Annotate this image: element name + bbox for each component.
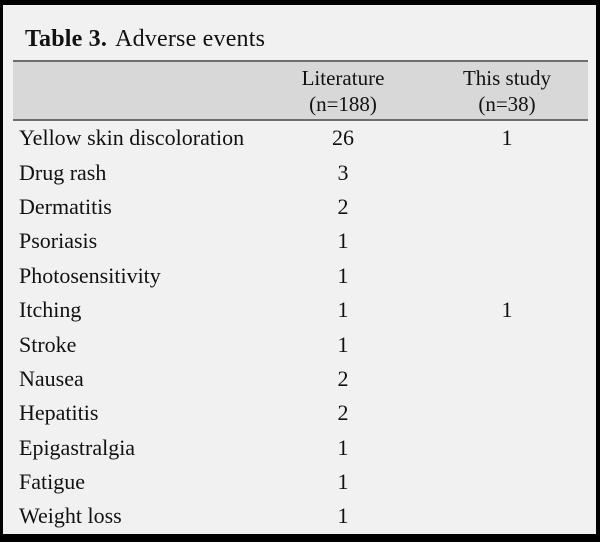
literature-count: 2 xyxy=(337,400,349,426)
event-name: Yellow skin discoloration xyxy=(19,125,245,151)
event-name: Drug rash xyxy=(19,159,107,185)
literature-count: 1 xyxy=(337,331,349,357)
this-study-count: 1 xyxy=(501,297,513,323)
table-row: Epigastralgia 1 xyxy=(13,431,588,465)
literature-count: 1 xyxy=(337,297,349,323)
event-name: Hepatitis xyxy=(19,400,99,426)
column-header-this-study: This study (n=38) xyxy=(428,65,586,117)
table-row: Fatigue 1 xyxy=(13,465,588,499)
literature-count: 1 xyxy=(337,228,349,254)
literature-count: 1 xyxy=(337,262,349,288)
literature-count: 1 xyxy=(337,434,349,460)
event-name: Stroke xyxy=(19,331,77,357)
table-row: Photosensitivity 1 xyxy=(13,259,588,293)
event-name: Fatigue xyxy=(19,469,85,495)
literature-count: 2 xyxy=(337,365,349,391)
table-row: Stroke 1 xyxy=(13,327,588,361)
table-row: Dermatitis 2 xyxy=(13,190,588,224)
table-row: Itching 1 1 xyxy=(13,293,588,327)
table-body: Yellow skin discoloration 26 1 Drug rash 3 De… xyxy=(13,121,588,534)
event-name: Weight loss xyxy=(19,503,122,529)
column-header-literature-label: Literature xyxy=(301,65,385,90)
table-row: Psoriasis 1 xyxy=(13,224,588,258)
table-row: Hepatitis 2 xyxy=(13,396,588,430)
table-row: Weight loss 1 xyxy=(13,499,588,533)
table-row: Yellow skin discoloration 26 1 xyxy=(13,121,588,155)
column-header-this-study-label: This study xyxy=(462,65,552,90)
event-name: Psoriasis xyxy=(19,228,98,254)
this-study-count: 1 xyxy=(501,125,513,151)
event-name: Epigastralgia xyxy=(19,434,136,460)
column-header-literature-n: (n=188) xyxy=(309,91,377,116)
table-row: Nausea 2 xyxy=(13,362,588,396)
event-name: Photosensitivity xyxy=(19,262,161,288)
event-name: Itching xyxy=(19,297,82,323)
table-header-row: Literature (n=188) This study (n=38) xyxy=(13,60,588,121)
column-header-literature: Literature (n=188) xyxy=(258,65,428,117)
event-name: Nausea xyxy=(19,365,84,391)
event-name: Dermatitis xyxy=(19,193,112,219)
literature-count: 3 xyxy=(337,159,349,185)
table-caption: Adverse events xyxy=(115,26,266,52)
table-row: Drug rash 3 xyxy=(13,155,588,189)
literature-count: 1 xyxy=(337,503,349,529)
table-title: Table 3. Adverse events xyxy=(3,5,596,60)
table-number: Table 3. xyxy=(25,26,108,52)
literature-count: 26 xyxy=(332,125,354,151)
column-header-this-study-n: (n=38) xyxy=(478,91,536,116)
literature-count: 2 xyxy=(337,193,349,219)
literature-count: 1 xyxy=(337,469,349,495)
